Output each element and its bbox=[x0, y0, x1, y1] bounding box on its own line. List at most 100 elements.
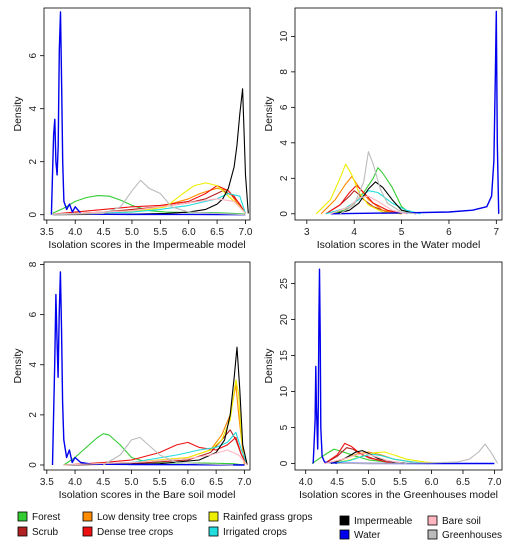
x-tick-label: 4 bbox=[351, 227, 357, 238]
x-axis-label: Isolation scores in the Water model bbox=[317, 239, 481, 251]
legend-item-rainfed-grass-grops: Rainfed grass grops bbox=[208, 511, 313, 523]
y-tick-label: 0 bbox=[279, 211, 290, 217]
y-tick-label: 2 bbox=[28, 412, 39, 418]
x-tick-label: 4.5 bbox=[330, 477, 344, 488]
series-line-greenhouses bbox=[103, 436, 234, 466]
legend-item-dense-tree-crops: Dense tree crops bbox=[82, 526, 173, 538]
x-tick-label: 4.0 bbox=[68, 227, 82, 238]
series-lines bbox=[315, 10, 500, 215]
legend-label: Impermeable bbox=[354, 516, 413, 527]
series-line-dense-tree-crops bbox=[63, 436, 248, 466]
series-line-impermeable bbox=[335, 181, 416, 215]
x-tick-label: 3 bbox=[304, 227, 310, 238]
legend-item-bare-soil: Bare soil bbox=[427, 515, 481, 527]
x-tick-label: 5.0 bbox=[362, 477, 376, 488]
series-line-bare-soil bbox=[324, 452, 407, 465]
x-axis-label: Isolation scores in the Greenhouses mode… bbox=[299, 489, 498, 501]
y-tick-label: 0 bbox=[28, 462, 39, 468]
legend-label: Dense tree crops bbox=[97, 527, 173, 538]
y-tick-label: 4 bbox=[28, 105, 39, 111]
y-tick-label: 4 bbox=[28, 362, 39, 368]
series-line-greenhouses bbox=[52, 179, 246, 216]
x-tick-label: 3.5 bbox=[40, 477, 54, 488]
y-tick-label: 6 bbox=[28, 52, 39, 58]
y-tick-label: 0 bbox=[28, 211, 39, 217]
legend-label: Greenhouses bbox=[442, 530, 502, 541]
chart-panel-1: 3.5 4.0 4.5 5.0 5.5 6.0 6.5 7.0 0 2 4 6 Isolation sc… bbox=[12, 7, 253, 251]
legend-item-scrub: Scrub bbox=[17, 526, 59, 538]
series-line-dense-tree-crops bbox=[325, 184, 402, 215]
y-tick-label: 8 bbox=[28, 261, 39, 267]
legend-item-forest: Forest bbox=[17, 511, 61, 523]
y-axis-label: Density bbox=[263, 348, 275, 384]
chart-panel-4: 4.0 4.5 5.0 5.5 6.0 6.5 7.0 0 5 10 15 20 25 Isolation… bbox=[263, 261, 503, 501]
y-tick-label: 6 bbox=[279, 104, 290, 110]
x-tick-label: 6 bbox=[446, 227, 452, 238]
legend: Forest Scrub Low density tree crops Dense t… bbox=[17, 511, 502, 541]
y-tick-label: 0 bbox=[279, 460, 290, 466]
x-tick-label: 3.5 bbox=[40, 227, 54, 238]
y-tick-label: 5 bbox=[279, 424, 290, 430]
x-tick-label: 5.0 bbox=[125, 477, 139, 488]
legend-swatch bbox=[17, 511, 28, 522]
x-axis-label: Isolation scores in the Impermeable mode… bbox=[48, 239, 245, 251]
series-line-impermeable bbox=[52, 88, 249, 216]
legend-swatch bbox=[208, 511, 219, 522]
x-tick-label: 5.5 bbox=[393, 477, 407, 488]
series-line-water bbox=[51, 271, 245, 466]
y-tick-label: 10 bbox=[279, 30, 290, 42]
y-tick-label: 15 bbox=[279, 350, 290, 362]
y-tick-label: 8 bbox=[279, 69, 290, 75]
legend-swatch bbox=[339, 529, 350, 540]
x-tick-label: 5.5 bbox=[153, 227, 167, 238]
legend-swatch bbox=[208, 526, 219, 537]
x-tick-label: 4.5 bbox=[97, 227, 111, 238]
y-tick-label: 2 bbox=[279, 175, 290, 181]
legend-item-low-density-tree-crops: Low density tree crops bbox=[82, 511, 197, 523]
chart-panel-3: 3.5 4.0 4.5 5.0 5.5 6.0 6.5 7.0 0 2 4 6 8 Isolation s… bbox=[12, 261, 252, 501]
x-tick-label: 7.0 bbox=[237, 477, 251, 488]
x-tick-label: 6.5 bbox=[210, 227, 224, 238]
series-line-water bbox=[330, 10, 500, 215]
series-line-rainfed-grass-crops bbox=[315, 163, 402, 215]
y-tick-label: 10 bbox=[279, 386, 290, 398]
plot-frame bbox=[43, 261, 251, 471]
x-tick-label: 7 bbox=[494, 227, 500, 238]
series-line-irrigated-crops bbox=[330, 453, 432, 465]
x-tick-label: 5.5 bbox=[153, 477, 167, 488]
x-tick-label: 5 bbox=[399, 227, 405, 238]
legend-label: Low density tree crops bbox=[97, 512, 197, 523]
x-tick-label: 6.0 bbox=[182, 227, 196, 238]
series-line-impermeable bbox=[63, 346, 248, 466]
series-lines bbox=[50, 11, 249, 216]
series-line-irrigated-crops bbox=[52, 192, 247, 215]
y-axis-label: Density bbox=[263, 96, 275, 132]
series-line-bare-soil bbox=[52, 198, 246, 215]
y-tick-label: 20 bbox=[279, 314, 290, 326]
legend-item-impermeable: Impermeable bbox=[339, 515, 413, 527]
series-line-greenhouses bbox=[339, 151, 416, 215]
x-tick-label: 6.0 bbox=[425, 477, 439, 488]
x-tick-label: 4.5 bbox=[96, 477, 110, 488]
x-tick-label: 4.0 bbox=[68, 477, 82, 488]
y-tick-label: 6 bbox=[28, 311, 39, 317]
chart-panel-2: 3 4 5 6 7 0 2 4 6 8 10 Isolation scores in the Wate… bbox=[263, 7, 503, 251]
legend-label: Rainfed grass grops bbox=[223, 512, 313, 523]
series-line-forest bbox=[63, 433, 245, 466]
series-line-water bbox=[50, 11, 246, 216]
legend-swatch bbox=[427, 515, 438, 526]
y-tick-label: 4 bbox=[279, 140, 290, 146]
x-tick-label: 7.0 bbox=[239, 227, 253, 238]
legend-label: Scrub bbox=[32, 527, 59, 538]
series-line-irrigated-crops bbox=[63, 431, 248, 466]
series-line-irrigated-crops bbox=[325, 190, 421, 215]
x-tick-label: 5.0 bbox=[125, 227, 139, 238]
series-line-bare-soil bbox=[330, 195, 407, 215]
legend-swatch bbox=[427, 529, 438, 540]
plot-frame bbox=[294, 261, 503, 471]
series-line-rainfed-grass-crops bbox=[63, 379, 248, 466]
plot-frame bbox=[43, 7, 251, 221]
legend-item-greenhouses: Greenhouses bbox=[427, 529, 502, 541]
y-axis-label: Density bbox=[12, 348, 24, 384]
